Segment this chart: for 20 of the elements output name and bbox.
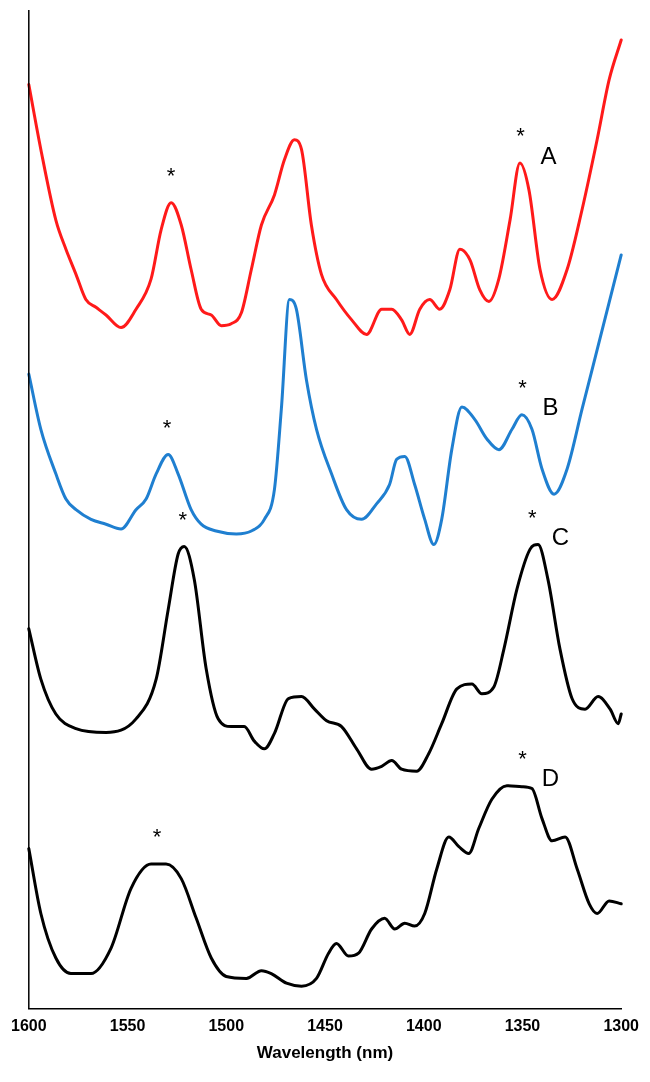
series-label: A [540,141,557,169]
annotation: * [178,506,188,532]
annotation: * [166,162,176,188]
annotation: * [518,374,528,400]
series-label: D [541,764,560,792]
x-tick-label: 1350 [504,1017,541,1035]
x-tick-label: 1550 [109,1017,146,1035]
series-label: B [542,393,559,421]
annotation: * [518,745,528,771]
annotation: * [516,123,526,149]
x-tick-label: 1400 [405,1017,442,1035]
x-tick-label: 1450 [307,1017,343,1035]
x-tick-label: 1500 [208,1017,245,1035]
x-axis-title: Wavelength (nm) [256,1043,394,1063]
annotation: * [162,414,172,440]
x-tick-label: 1300 [603,1017,640,1035]
series-label: C [551,523,570,551]
annotation: * [152,824,162,850]
annotation: * [528,504,538,530]
x-tick-label: 1600 [11,1017,47,1035]
